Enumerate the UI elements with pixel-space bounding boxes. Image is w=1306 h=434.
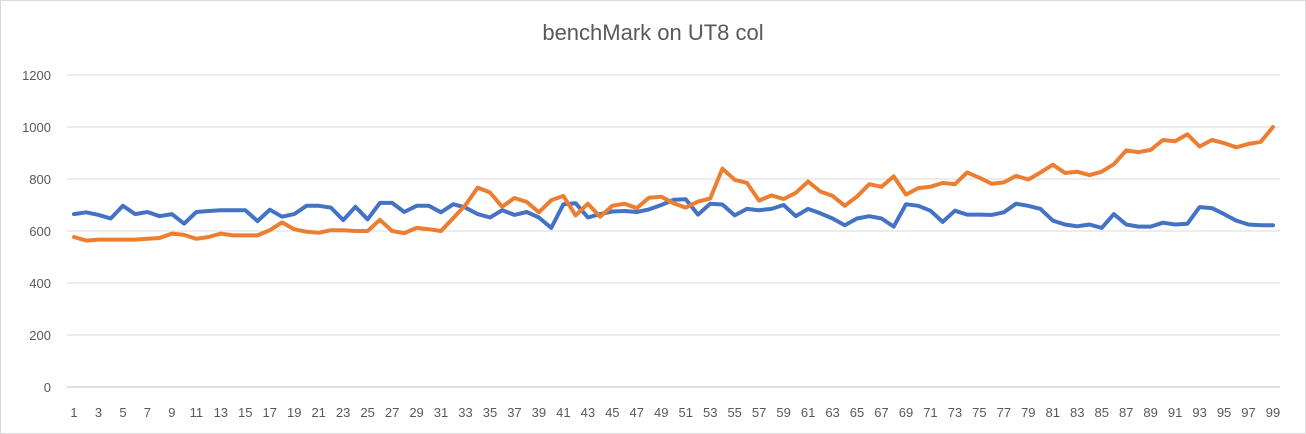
x-axis-ticks: 1 3 5 7 9 11 13 15 17 19 21 23 25 27 29 31 33 35 37 39 41 43 4… [70, 405, 1280, 420]
x-tick-label: 97 [1241, 405, 1255, 420]
x-tick-label: 49 [654, 405, 668, 420]
x-tick-label: 13 [214, 405, 228, 420]
x-tick-label: 15 [238, 405, 252, 420]
x-tick-label: 61 [801, 405, 815, 420]
gridlines [67, 74, 1280, 388]
y-tick-label: 800 [29, 172, 51, 187]
x-tick-label: 31 [434, 405, 448, 420]
x-tick-label: 1 [70, 405, 77, 420]
x-tick-label: 93 [1192, 405, 1206, 420]
y-tick-label: 400 [29, 276, 51, 291]
x-tick-label: 99 [1266, 405, 1280, 420]
x-tick-label: 23 [336, 405, 350, 420]
x-tick-label: 45 [605, 405, 619, 420]
x-tick-label: 69 [899, 405, 913, 420]
x-tick-label: 57 [752, 405, 766, 420]
x-tick-label: 9 [168, 405, 175, 420]
x-tick-label: 89 [1143, 405, 1157, 420]
x-tick-label: 7 [144, 405, 151, 420]
x-tick-label: 27 [385, 405, 399, 420]
y-tick-label: 200 [29, 328, 51, 343]
y-tick-label: 1200 [22, 68, 51, 83]
x-tick-label: 17 [263, 405, 277, 420]
y-tick-label: 0 [44, 380, 51, 395]
x-tick-label: 83 [1070, 405, 1084, 420]
y-tick-label: 1000 [22, 120, 51, 135]
x-tick-label: 19 [287, 405, 301, 420]
x-tick-label: 11 [190, 405, 204, 420]
x-tick-label: 59 [776, 405, 790, 420]
x-tick-label: 29 [409, 405, 423, 420]
series-line-2 [72, 125, 1275, 243]
x-tick-label: 63 [825, 405, 839, 420]
x-tick-label: 81 [1046, 405, 1060, 420]
x-tick-label: 95 [1217, 405, 1231, 420]
x-tick-label: 43 [581, 405, 595, 420]
x-tick-label: 41 [556, 405, 570, 420]
x-tick-label: 37 [507, 405, 521, 420]
x-tick-label: 21 [311, 405, 325, 420]
x-tick-label: 85 [1094, 405, 1108, 420]
x-tick-label: 35 [483, 405, 497, 420]
x-tick-label: 33 [458, 405, 472, 420]
x-tick-label: 51 [679, 405, 693, 420]
x-tick-label: 65 [850, 405, 864, 420]
x-tick-label: 47 [630, 405, 644, 420]
x-tick-label: 71 [923, 405, 937, 420]
x-tick-label: 53 [703, 405, 717, 420]
series-lines [72, 125, 1275, 243]
x-tick-label: 39 [532, 405, 546, 420]
x-tick-label: 25 [360, 405, 374, 420]
x-tick-label: 91 [1168, 405, 1182, 420]
x-tick-label: 75 [972, 405, 986, 420]
x-tick-label: 79 [1021, 405, 1035, 420]
x-tick-label: 3 [95, 405, 102, 420]
x-tick-label: 5 [119, 405, 126, 420]
x-tick-label: 67 [874, 405, 888, 420]
x-tick-label: 87 [1119, 405, 1133, 420]
x-tick-label: 77 [997, 405, 1011, 420]
series-line-1 [72, 197, 1275, 230]
y-axis-ticks: 0 200 400 600 800 1000 1200 [22, 68, 51, 395]
chart-title: benchMark on UT8 col [542, 20, 764, 45]
y-tick-label: 600 [29, 224, 51, 239]
x-tick-label: 73 [948, 405, 962, 420]
x-tick-label: 55 [727, 405, 741, 420]
